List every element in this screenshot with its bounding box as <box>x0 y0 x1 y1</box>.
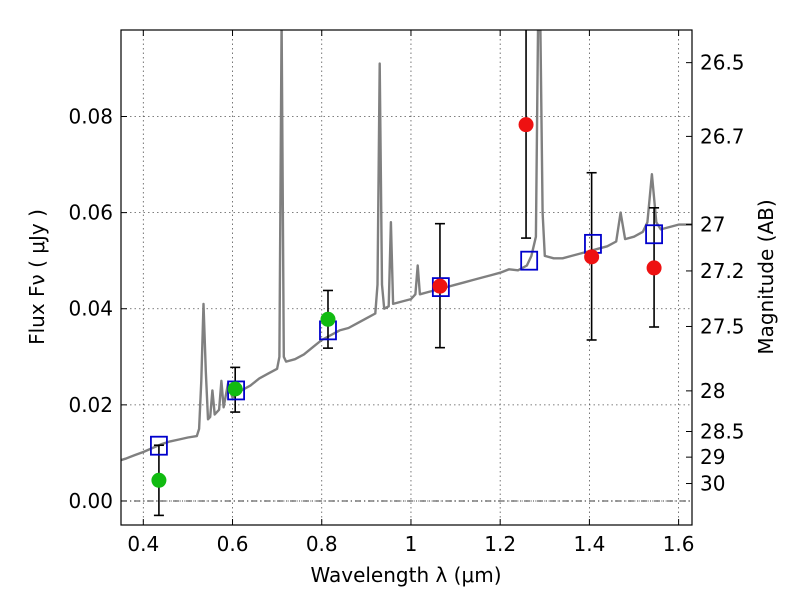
y-tick-label: 0.00 <box>68 489 113 513</box>
x-tick-label: 0.4 <box>127 532 159 556</box>
mag-tick-label: 28.5 <box>700 420 745 444</box>
y-tick-label: 0.04 <box>68 297 113 321</box>
mag-tick-label: 26.5 <box>700 51 745 75</box>
red-data-point <box>519 117 534 132</box>
grid <box>121 30 692 525</box>
y-tick-label: 0.06 <box>68 201 113 225</box>
y-tick-label: 0.08 <box>68 105 113 129</box>
red-data-point <box>647 260 662 275</box>
x-tick-label: 1 <box>405 532 418 556</box>
mag-tick-label: 27.5 <box>700 314 745 338</box>
mag-tick-label: 27.2 <box>700 259 745 283</box>
red-data-point <box>432 279 447 294</box>
mag-tick-label: 27 <box>700 212 725 236</box>
y-axis-title: Flux Fν ( μJy ) <box>25 209 49 345</box>
x-tick-label: 1.2 <box>484 532 516 556</box>
x-tick-label: 0.6 <box>217 532 249 556</box>
green-data-point <box>320 312 335 327</box>
green-data-point <box>228 381 243 396</box>
x-tick-label: 1.6 <box>663 532 695 556</box>
mag-tick-label: 28 <box>700 379 725 403</box>
axis-ticks: 0.4 0.6 0.8 1 1.2 1.4 1.6 0.00 0.02 0.04 0.06 0.08 2… <box>68 30 744 556</box>
sed-chart: 0.4 0.6 0.8 1 1.2 1.4 1.6 0.00 0.02 0.04 0.06 0.08 2… <box>0 0 800 600</box>
plot-frame <box>121 30 692 525</box>
x-tick-label: 1.4 <box>573 532 605 556</box>
x-axis-title: Wavelength λ (μm) <box>310 563 501 587</box>
mag-tick-label: 26.7 <box>700 124 745 148</box>
y2-axis-title: Magnitude (AB) <box>754 199 778 354</box>
green-data-point <box>151 473 166 488</box>
mag-tick-label: 30 <box>700 472 725 496</box>
y-tick-label: 0.02 <box>68 393 113 417</box>
x-tick-label: 0.8 <box>306 532 338 556</box>
mag-tick-label: 29 <box>700 445 725 469</box>
plot-area <box>121 9 692 515</box>
red-data-point <box>584 249 599 264</box>
spectrum-line <box>121 20 692 460</box>
